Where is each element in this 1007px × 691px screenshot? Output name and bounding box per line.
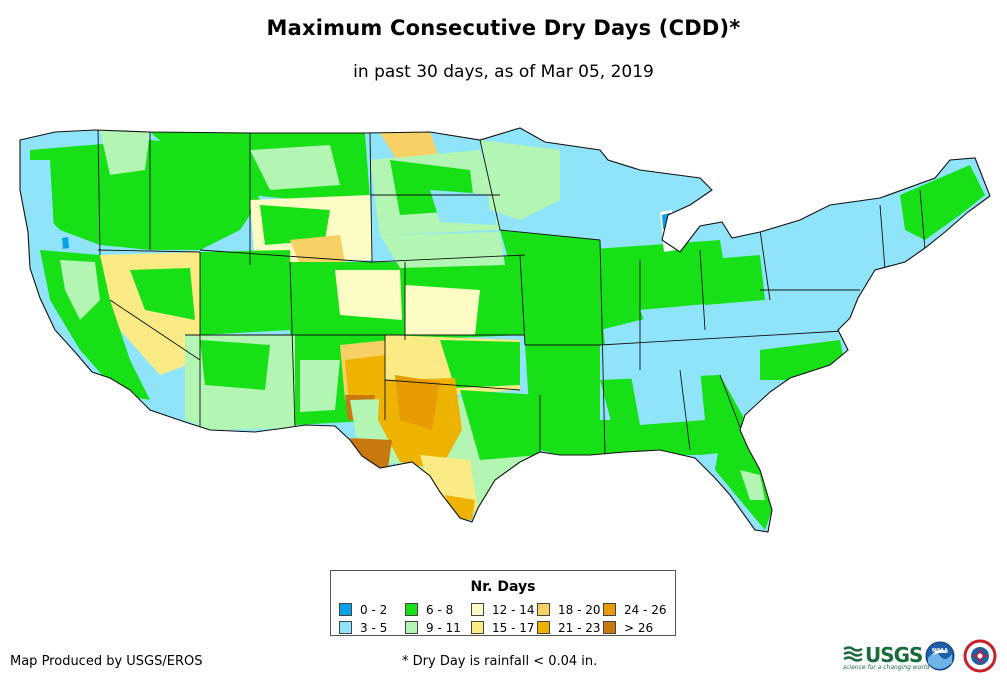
usgs-logo: USGS: [843, 642, 923, 668]
legend-swatch: [405, 621, 418, 634]
legend-item-6-8: 6 - 8: [405, 601, 471, 618]
region-sd-3-5: [430, 190, 500, 225]
legend-item-over-26: > 26: [603, 619, 669, 636]
legend-label: 6 - 8: [426, 602, 454, 617]
region-south-texas-21-23: [445, 495, 475, 520]
region-montana-9-11: [250, 145, 340, 190]
map-title: Maximum Consecutive Dry Days (CDD)*: [266, 16, 741, 40]
usgs-tagline: science for a changing world: [843, 664, 930, 671]
region-arkansas-green: [525, 345, 600, 420]
state-borders: [97, 129, 926, 456]
legend-label: 18 - 20: [558, 602, 601, 617]
region-west-0-2: [62, 237, 69, 249]
region-appalachian-3-5: [640, 290, 860, 360]
region-minnesota-green: [480, 140, 560, 220]
region-missouri-green: [520, 300, 605, 345]
us-outline: [19, 127, 991, 533]
region-alabama-3-5: [630, 370, 705, 425]
region-new-england-green: [900, 165, 985, 240]
region-idaho-9-11: [100, 130, 150, 175]
map-credit: Map Produced by USGS/EROS: [10, 654, 203, 669]
legend-label: 24 - 26: [624, 602, 667, 617]
region-wyoming-green: [260, 205, 330, 245]
legend-item-3-5: 3 - 5: [339, 619, 405, 636]
legend-grid: 0 - 2 3 - 5 6 - 8 9 - 11 12 - 14 15 - 17…: [339, 601, 669, 636]
legend-label: 12 - 14: [492, 602, 535, 617]
legend-label: 15 - 17: [492, 620, 535, 635]
legend-label: > 26: [624, 620, 654, 635]
legend-label: 9 - 11: [426, 620, 461, 635]
legend-swatch: [405, 603, 418, 616]
region-florida-9-11: [740, 470, 765, 500]
legend-swatch: [537, 603, 550, 616]
legend: Nr. Days 0 - 2 3 - 5 6 - 8 9 - 11 12 - 1…: [330, 570, 676, 636]
legend-swatch: [471, 621, 484, 634]
dry-day-footnote: * Dry Day is rainfall < 0.04 in.: [402, 654, 598, 669]
legend-swatch: [537, 621, 550, 634]
legend-item-18-20: 18 - 20: [537, 601, 603, 618]
legend-item-24-26: 24 - 26: [603, 601, 669, 618]
legend-item-21-23: 21 - 23: [537, 619, 603, 636]
noaa-logo: NOAA: [925, 641, 955, 671]
region-louisiana-green: [540, 420, 620, 455]
legend-title: Nr. Days: [470, 579, 536, 595]
map-subtitle: in past 30 days, as of Mar 05, 2019: [353, 62, 654, 82]
region-texas-24-26: [395, 375, 440, 430]
region-california-9-11: [60, 260, 100, 320]
region-nevada-green: [130, 268, 195, 320]
noaa-logo-text: NOAA: [932, 648, 948, 654]
nws-logo: [963, 639, 997, 673]
region-oklahoma-green: [440, 340, 520, 388]
legend-swatch: [603, 621, 616, 634]
region-texas-green: [460, 390, 540, 460]
legend-item-9-11: 9 - 11: [405, 619, 471, 636]
region-colorado-12-14: [335, 270, 402, 320]
legend-swatch: [603, 603, 616, 616]
region-ohio-green: [700, 255, 765, 305]
region-wyoming-18-20: [290, 235, 345, 265]
region-northeast-3-5: [760, 200, 910, 285]
legend-label: 0 - 2: [360, 602, 388, 617]
usgs-logo-text: USGS: [865, 643, 923, 667]
usgs-wave-icon: [843, 646, 863, 662]
legend-swatch: [339, 603, 352, 616]
region-texas-over-26: [350, 438, 392, 468]
region-utah-green: [200, 250, 290, 335]
region-iowa-green: [500, 230, 605, 300]
legend-swatch: [471, 603, 484, 616]
legend-label: 3 - 5: [360, 620, 388, 635]
region-arizona-green: [200, 340, 270, 390]
map-regions: [20, 130, 985, 530]
region-pacific-coast-3-5: [20, 160, 55, 280]
region-great-lakes-3-5: [560, 170, 700, 240]
region-kansas-12-14: [405, 285, 480, 335]
region-nebraska-9-11: [380, 232, 505, 268]
legend-swatch: [339, 621, 352, 634]
region-new-mexico-9-11: [300, 360, 340, 412]
legend-item-12-14: 12 - 14: [471, 601, 537, 618]
legend-item-15-17: 15 - 17: [471, 619, 537, 636]
legend-item-0-2: 0 - 2: [339, 601, 405, 618]
us-dry-days-map: [19, 127, 991, 533]
legend-label: 21 - 23: [558, 620, 601, 635]
